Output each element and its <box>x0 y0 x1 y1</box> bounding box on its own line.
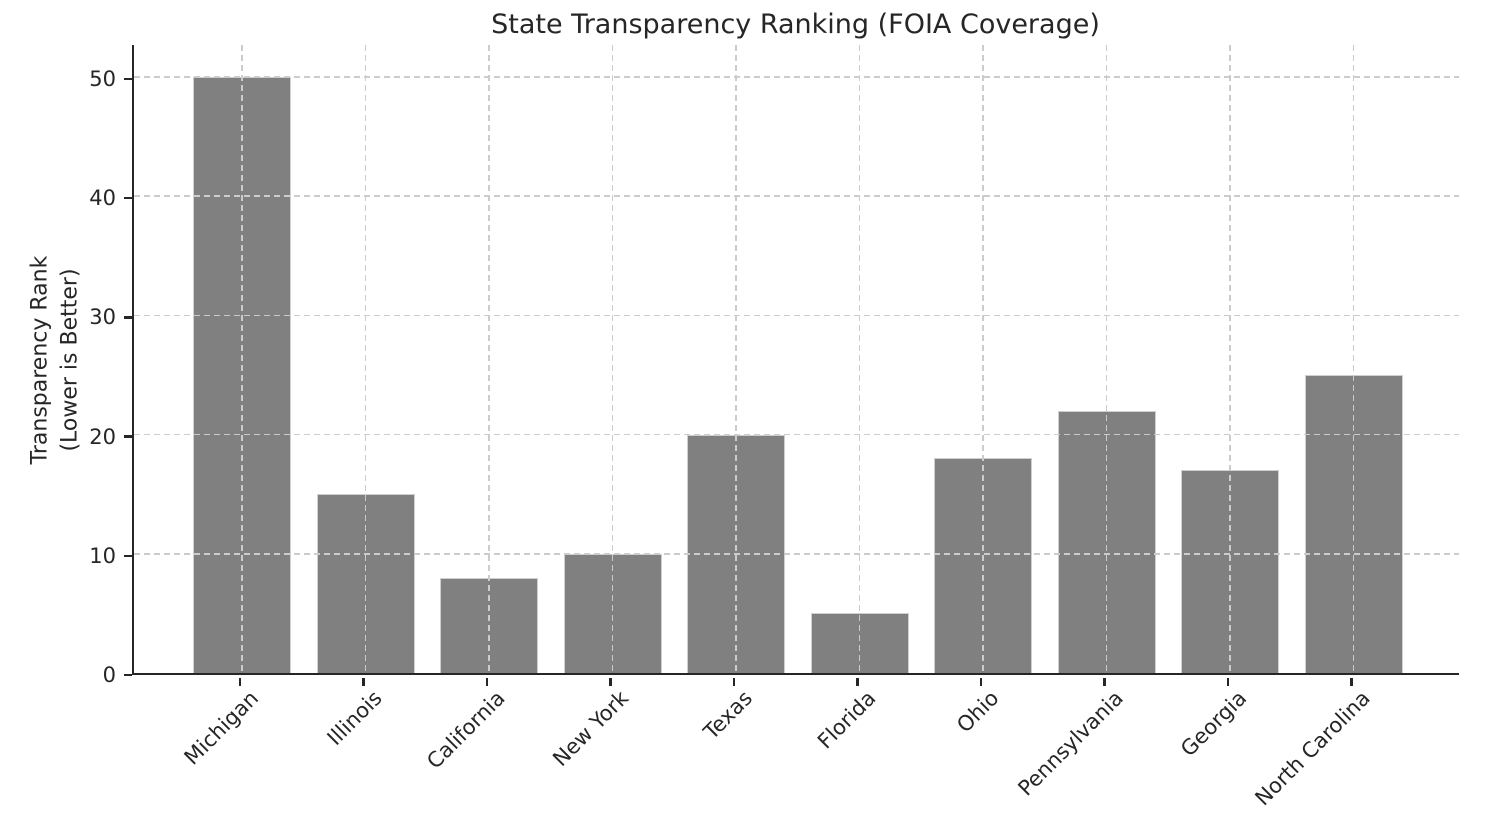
ytick-mark-20 <box>124 435 132 438</box>
xtick-mark-north-carolina <box>1350 677 1353 686</box>
xtick-label-florida: Florida <box>812 686 881 754</box>
chart-title: State Transparency Ranking (FOIA Coverag… <box>491 9 1100 40</box>
bar-north-carolina <box>1304 375 1403 673</box>
xtick-mark-florida <box>856 677 859 686</box>
bar-illinois <box>316 494 415 673</box>
ytick-label-30: 30 <box>89 305 116 330</box>
xtick-label-ohio: Ohio <box>952 686 1004 738</box>
xtick-mark-georgia <box>1226 677 1230 686</box>
xtick-label-michigan: Michigan <box>179 686 263 770</box>
ytick-mark-50 <box>124 77 132 81</box>
ytick-mark-10 <box>124 554 132 558</box>
xtick-mark-texas <box>732 677 736 686</box>
ytick-mark-30 <box>124 316 132 319</box>
ytick-mark-40 <box>124 196 132 200</box>
xtick-mark-illinois <box>362 677 365 686</box>
bar-michigan <box>193 77 291 673</box>
ytick-label-0: 0 <box>102 663 116 687</box>
xtick-label-pennsylvania: Pennsylvania <box>1012 686 1128 801</box>
ytick-label-10: 10 <box>89 543 116 568</box>
xtick-mark-california <box>485 677 489 686</box>
xtick-mark-pennsylvania <box>1103 677 1106 686</box>
ytick-mark-0 <box>124 673 132 677</box>
bar-texas <box>687 434 785 673</box>
bar-california <box>440 577 538 673</box>
xtick-label-texas: Texas <box>698 686 757 745</box>
bars-layer <box>134 45 1459 673</box>
ytick-label-40: 40 <box>89 186 116 211</box>
xtick-label-georgia: Georgia <box>1175 686 1251 762</box>
xtick-mark-michigan <box>238 677 242 686</box>
xtick-mark-new-york <box>609 677 612 686</box>
xtick-label-california: California <box>422 686 510 774</box>
bar-new-york <box>563 553 662 673</box>
plot-area <box>132 45 1459 675</box>
bar-ohio <box>934 458 1032 673</box>
ytick-label-50: 50 <box>89 67 116 91</box>
xtick-mark-ohio <box>979 677 983 686</box>
bar-georgia <box>1181 470 1279 673</box>
ytick-label-20: 20 <box>89 424 116 449</box>
bar-florida <box>810 613 909 673</box>
xtick-label-new-york: New York <box>548 686 634 771</box>
xtick-label-north-carolina: North Carolina <box>1250 686 1375 811</box>
xtick-label-illinois: Illinois <box>322 686 387 751</box>
bar-pennsylvania <box>1057 410 1156 673</box>
